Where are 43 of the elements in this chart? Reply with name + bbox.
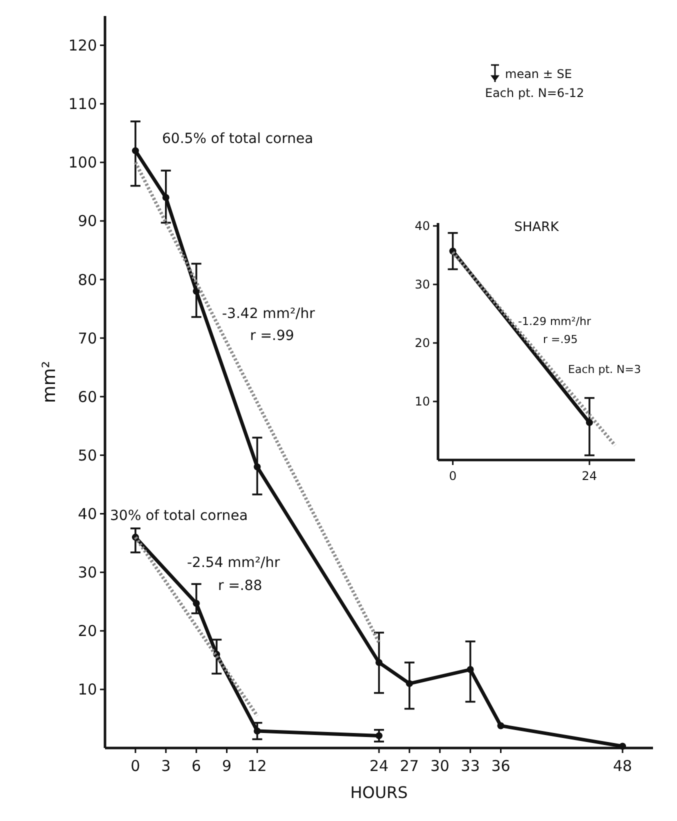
x-tick-label: 27 (400, 757, 419, 775)
x-tick-label: 33 (460, 757, 480, 775)
x-tick-label: 48 (613, 757, 632, 775)
x-tick-label: 24 (369, 757, 389, 775)
annotation: -3.42 mm²/hr (222, 306, 316, 322)
y-tick-label: 30 (78, 564, 97, 582)
y-tick-label: 80 (78, 270, 97, 289)
x-tick-label: 30 (430, 757, 450, 775)
y-tick-label: 40 (78, 505, 97, 524)
y-tick-label: 90 (78, 212, 97, 230)
annotation: 60.5% of total cornea (162, 131, 314, 147)
x-tick-label: 0 (130, 757, 140, 775)
annotation: r =.99 (250, 328, 294, 344)
annotation: -1.29 mm²/hr (518, 315, 592, 328)
annotation: r =.95 (543, 333, 578, 346)
y-axis-title: mm² (39, 360, 60, 404)
y-tick-label: 10 (78, 680, 97, 699)
annotation: -2.54 mm²/hr (187, 555, 280, 571)
annotation: Each pt. N=6-12 (485, 86, 584, 100)
x-tick-label: 0 (448, 469, 457, 483)
y-tick-label: 110 (68, 95, 97, 114)
y-tick-label: 100 (68, 154, 97, 172)
y-tick-label: 120 (68, 36, 97, 55)
y-tick-label: 30 (414, 278, 430, 292)
y-tick-label: 60 (78, 388, 97, 406)
x-tick-label: 6 (192, 757, 202, 775)
x-tick-label: 12 (248, 757, 267, 775)
y-tick-label: 70 (78, 329, 97, 348)
chart-title: SHARK (514, 220, 560, 235)
x-tick-label: 3 (161, 757, 171, 775)
annotation: r =.88 (218, 578, 262, 594)
annotation: mean ± SE (505, 67, 572, 81)
x-tick-label: 24 (582, 469, 598, 483)
y-tick-label: 20 (414, 336, 430, 350)
x-tick-label: 9 (222, 757, 232, 775)
y-tick-label: 20 (78, 622, 97, 640)
x-tick-label: 36 (491, 757, 510, 775)
y-tick-label: 10 (414, 394, 430, 409)
annotation: 30% of total cornea (110, 508, 248, 524)
x-axis-title: HOURS (350, 783, 408, 802)
y-tick-label: 50 (78, 446, 97, 464)
annotation: Each pt. N=3 (568, 363, 641, 376)
y-tick-label: 40 (414, 219, 430, 234)
